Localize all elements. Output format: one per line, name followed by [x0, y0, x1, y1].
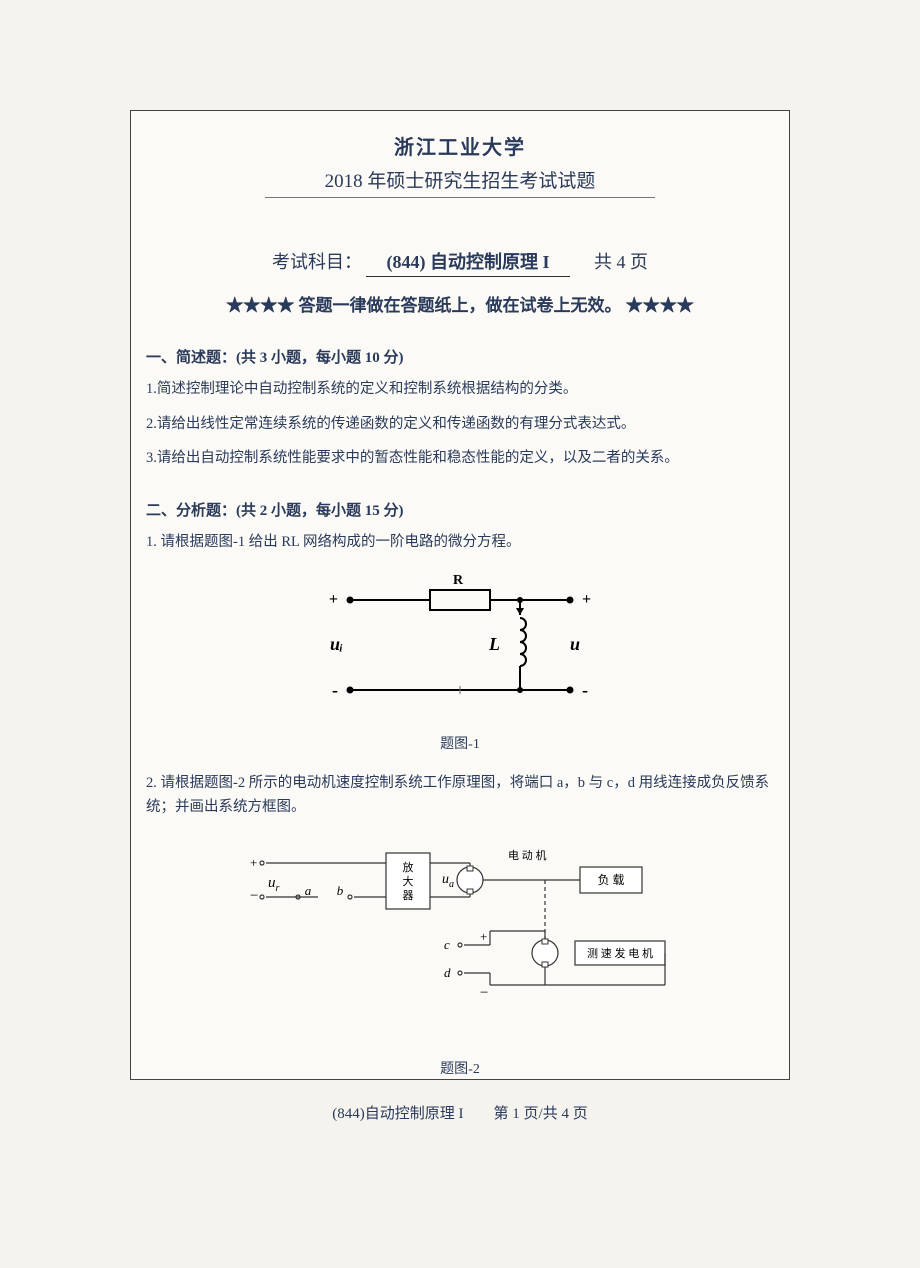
figure1-container: R + + L	[146, 570, 774, 753]
figure1-svg: R + + L	[310, 570, 610, 720]
subject-code: (844)	[386, 252, 425, 272]
figure2-caption: 题图-2	[146, 1058, 774, 1078]
section2-q2: 2. 请根据题图-2 所示的电动机速度控制系统工作原理图，将端口 a，b 与 c…	[146, 771, 774, 820]
stars-right: ★★★★	[626, 296, 694, 315]
fig1-L-label: L	[488, 634, 500, 654]
fig1-minus-right: -	[582, 680, 588, 700]
fig1-plus-right: +	[582, 591, 591, 608]
fig2-amp-l3: 器	[403, 889, 414, 902]
exam-title: 2018 年硕士研究生招生考试试题	[146, 166, 774, 193]
subject-line: 考试科目： (844) 自动控制原理 I 共 4 页	[146, 248, 774, 277]
section1-header: 一、简述题：(共 3 小题，每小题 10 分)	[146, 346, 774, 367]
fig2-ua-label: ua	[442, 872, 454, 890]
fig2-plus-top: +	[250, 855, 257, 870]
fig2-motor-label: 电 动 机	[508, 848, 547, 862]
subject-value: (844) 自动控制原理 I	[366, 248, 569, 277]
warning-line: ★★★★ 答题一律做在答题纸上，做在试卷上无效。 ★★★★	[146, 291, 774, 316]
stars-left: ★★★★	[226, 296, 294, 315]
fig2-b-label: b	[337, 883, 344, 898]
fig1-R-label: R	[453, 573, 464, 588]
fig2-plus-tacho: +	[480, 929, 487, 944]
fig2-a-label: a	[305, 883, 312, 898]
figure2-container: + ur − a b 放 大 器	[146, 845, 774, 1078]
figure2-svg: + ur − a b 放 大 器	[220, 845, 700, 1045]
footer-text: (844)自动控制原理 I 第 1 页/共 4 页	[332, 1106, 587, 1122]
fig2-amp-l2: 大	[403, 874, 414, 888]
content: 一、简述题：(共 3 小题，每小题 10 分) 1.简述控制理论中自动控制系统的…	[146, 346, 774, 1078]
fig2-c-label: c	[444, 937, 450, 952]
fig1-u-label: u	[570, 634, 580, 654]
warning-text: 答题一律做在答题纸上，做在试卷上无效。	[299, 296, 622, 315]
title-underline	[265, 197, 655, 198]
section2-header: 二、分析题：(共 2 小题，每小题 15 分)	[146, 499, 774, 520]
page-footer: (844)自动控制原理 I 第 1 页/共 4 页	[0, 1102, 920, 1123]
university-name: 浙江工业大学	[146, 131, 774, 160]
fig2-ur-label: ur	[268, 875, 280, 894]
figure1-caption: 题图-1	[146, 733, 774, 753]
fig2-tacho-label: 测 速 发 电 机	[587, 946, 653, 960]
fig1-plus-left: +	[329, 591, 338, 608]
subject-name: 自动控制原理 I	[430, 252, 550, 272]
fig2-load-label: 负 载	[597, 873, 624, 887]
fig2-d-label: d	[444, 965, 451, 980]
section2-q1: 1. 请根据题图-1 给出 RL 网络构成的一阶电路的微分方程。	[146, 530, 774, 555]
section1-q1: 1.简述控制理论中自动控制系统的定义和控制系统根据结构的分类。	[146, 377, 774, 402]
fig2-minus-top: −	[250, 888, 258, 904]
fig2-minus-tacho: −	[480, 985, 488, 1001]
section1-q3: 3.请给出自动控制系统性能要求中的暂态性能和稳态性能的定义，以及二者的关系。	[146, 446, 774, 471]
subject-label: 考试科目：	[272, 248, 362, 274]
fig2-amp-l1: 放	[403, 860, 414, 874]
fig1-minus-left: -	[332, 680, 338, 700]
page-count: 共 4 页	[594, 248, 648, 274]
fig1-ui-label: uᵢ	[330, 634, 343, 654]
exam-page: 浙江工业大学 2018 年硕士研究生招生考试试题 考试科目： (844) 自动控…	[130, 110, 790, 1080]
section1-q2: 2.请给出线性定常连续系统的传递函数的定义和传递函数的有理分式表达式。	[146, 412, 774, 437]
